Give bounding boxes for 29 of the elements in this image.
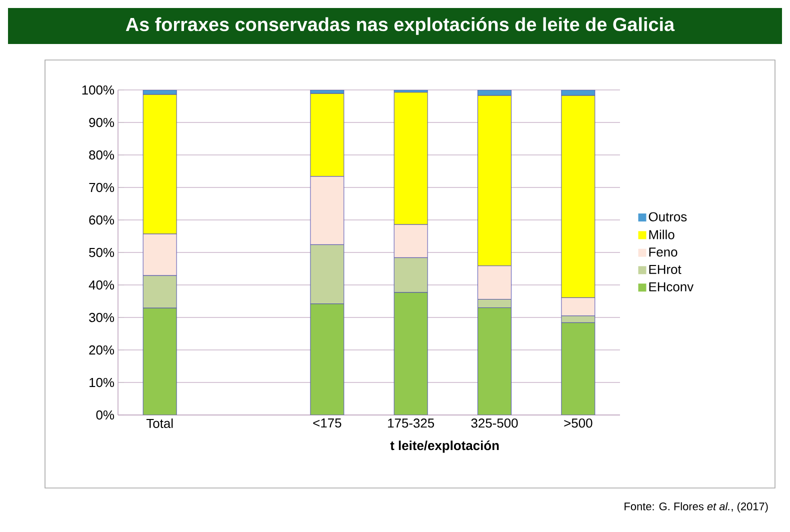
y-tick-label: 20%: [89, 345, 114, 355]
legend-label: Millo: [649, 230, 674, 240]
y-tick-label: 30%: [89, 312, 114, 322]
y-tick-label: 100%: [82, 85, 114, 95]
legend-label: EHconv: [649, 282, 694, 292]
legend-label: EHrot: [649, 264, 682, 274]
chart-title: As forraxes conservadas nas explotacións de leite de Galicia: [126, 17, 675, 35]
x-tick-label: Total: [146, 418, 173, 428]
bar: [310, 304, 344, 415]
legend-label: Feno: [649, 248, 678, 257]
y-tick-label: 70%: [89, 182, 114, 192]
y-tick-label: 90%: [89, 118, 114, 128]
y-tick-label: 50%: [89, 248, 114, 258]
x-tick-label: 325-500: [471, 418, 518, 428]
x-axis-title: t leite/explotación: [390, 440, 499, 453]
bar: [142, 308, 177, 415]
x-tick-label: <175: [313, 418, 342, 428]
source-note: Fonte: G. Flores et al., (2017): [624, 502, 768, 512]
y-tick-label: 40%: [88, 280, 114, 290]
x-tick-label: >500: [564, 418, 592, 428]
y-tick-label: 0%: [96, 410, 114, 420]
bar: [561, 322, 596, 415]
x-tick-label: 175-325: [388, 418, 434, 428]
bar: [478, 307, 512, 415]
y-tick-label: 10%: [90, 378, 114, 388]
bar: [394, 292, 428, 415]
y-tick-label: 80%: [89, 150, 114, 160]
legend-label: Outros: [648, 212, 687, 222]
y-tick-label: 60%: [89, 215, 114, 225]
